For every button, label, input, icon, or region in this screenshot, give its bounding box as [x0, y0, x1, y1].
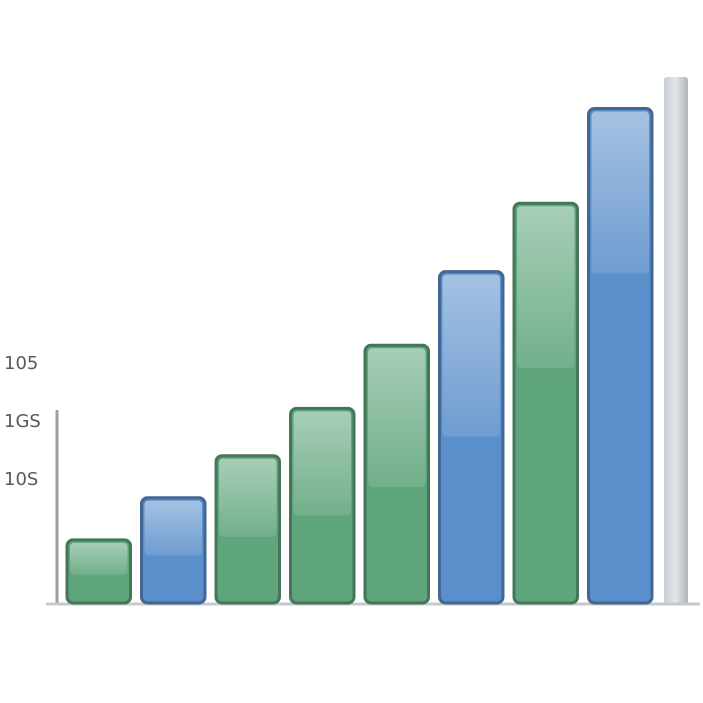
bar-highlight	[517, 206, 575, 369]
bar-highlight	[70, 542, 128, 575]
bars	[65, 107, 654, 605]
labels: 105 1GS 10S	[4, 353, 41, 490]
bar-highlight	[591, 111, 649, 274]
bar-highlight	[293, 411, 351, 516]
bar-highlight	[219, 458, 277, 537]
annotation: 1GS	[4, 411, 41, 432]
bar-highlight	[442, 274, 500, 437]
side-rail	[664, 77, 688, 605]
annotation: 10S	[4, 469, 38, 490]
bar-highlight	[144, 500, 202, 556]
bar-highlight	[368, 348, 426, 488]
annotation: 105	[4, 353, 38, 374]
